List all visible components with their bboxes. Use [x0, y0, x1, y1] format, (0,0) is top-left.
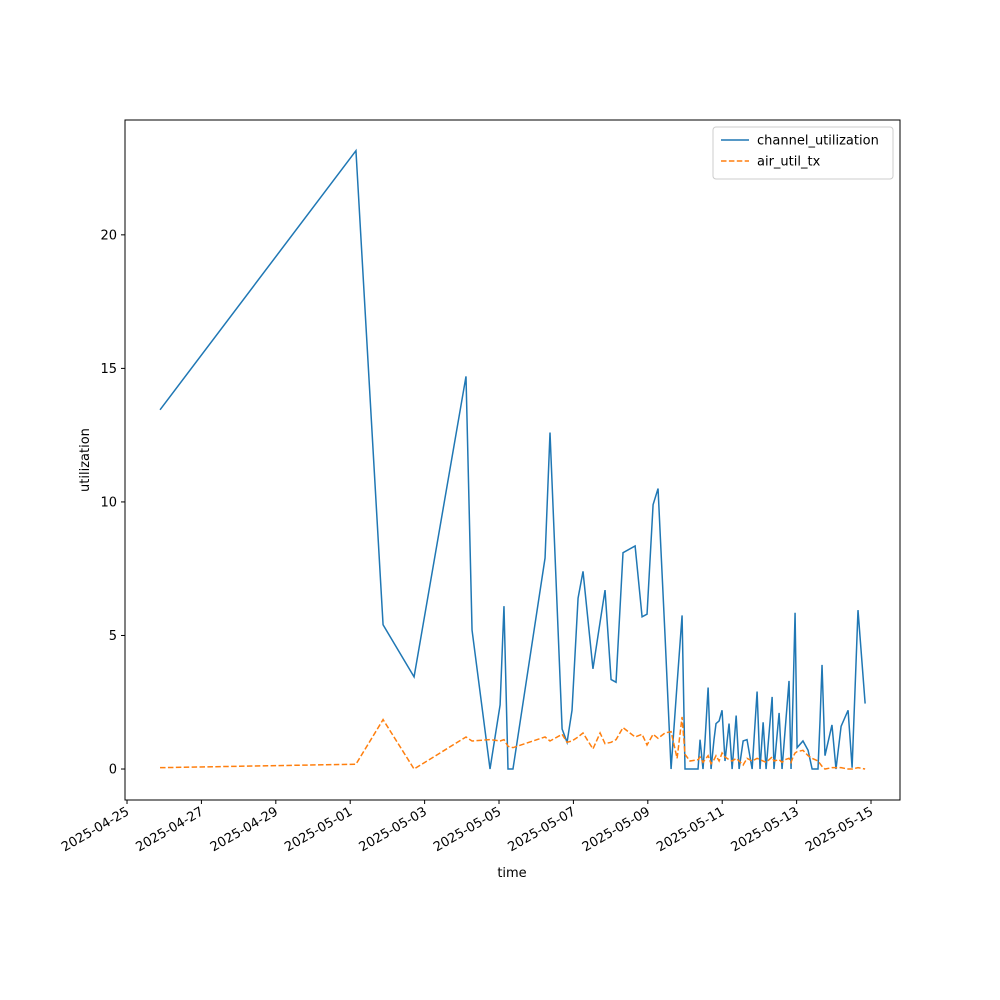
x-tick-label: 2025-04-29 [208, 804, 281, 855]
x-tick-label: 2025-05-07 [505, 804, 578, 855]
axes-frame [124, 119, 901, 801]
y-tick-label: 15 [100, 362, 117, 377]
x-tick-label: 2025-05-09 [580, 804, 653, 855]
y-tick-label: 20 [100, 228, 117, 243]
x-tick-label: 2025-05-13 [729, 804, 802, 855]
legend: channel_utilization air_util_tx [712, 126, 894, 180]
x-tick-label: 2025-05-11 [654, 804, 727, 855]
x-tick-label: 2025-05-03 [357, 804, 430, 855]
x-tick-label: 2025-05-15 [803, 804, 876, 855]
x-tick-label: 2025-05-01 [282, 804, 355, 855]
legend-box [712, 126, 894, 180]
x-tick-label: 2025-04-27 [133, 804, 206, 855]
series-line [159, 148, 866, 770]
y-tick-label: 5 [109, 629, 117, 644]
y-tick-label: 0 [109, 763, 117, 778]
legend-label: air_util_tx [757, 155, 821, 170]
y-axis-label: utilization [78, 428, 93, 492]
y-tick-label: 10 [100, 495, 117, 510]
series-line [160, 716, 866, 771]
legend-label: channel_utilization [757, 134, 879, 149]
x-axis-label: time [497, 866, 526, 881]
x-tick-label: 2025-05-05 [431, 804, 504, 855]
x-tick-label: 2025-04-25 [59, 804, 132, 855]
